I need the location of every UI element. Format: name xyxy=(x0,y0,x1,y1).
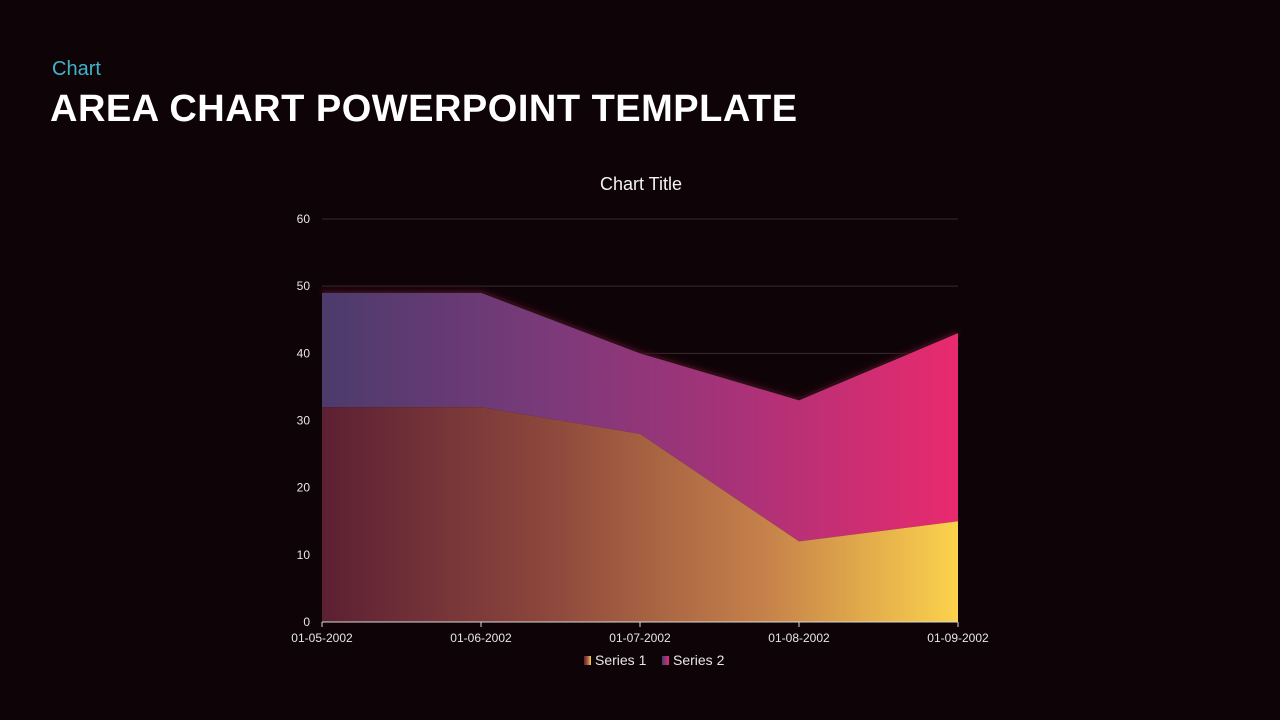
y-tick-label: 50 xyxy=(297,279,311,293)
y-tick-label: 30 xyxy=(297,414,311,428)
x-tick-label: 01-05-2002 xyxy=(291,631,353,645)
series-2-area xyxy=(322,292,958,542)
y-tick-label: 20 xyxy=(297,481,311,495)
legend-swatch xyxy=(584,656,591,665)
slide-title: AREA CHART POWERPOINT TEMPLATE xyxy=(50,88,798,130)
chart-title: Chart Title xyxy=(600,174,682,194)
x-tick-label: 01-09-2002 xyxy=(927,631,989,645)
legend-swatch xyxy=(662,656,669,665)
y-tick-label: 60 xyxy=(297,212,311,226)
y-tick-label: 40 xyxy=(297,346,311,360)
legend-label: Series 1 xyxy=(595,652,647,668)
legend-label: Series 2 xyxy=(673,652,725,668)
y-tick-label: 10 xyxy=(297,548,311,562)
x-tick-label: 01-08-2002 xyxy=(768,631,830,645)
x-tick-label: 01-06-2002 xyxy=(450,631,512,645)
x-tick-label: 01-07-2002 xyxy=(609,631,671,645)
y-tick-label: 0 xyxy=(303,615,310,629)
series-1-area xyxy=(322,407,958,622)
section-label: Chart xyxy=(52,58,101,80)
